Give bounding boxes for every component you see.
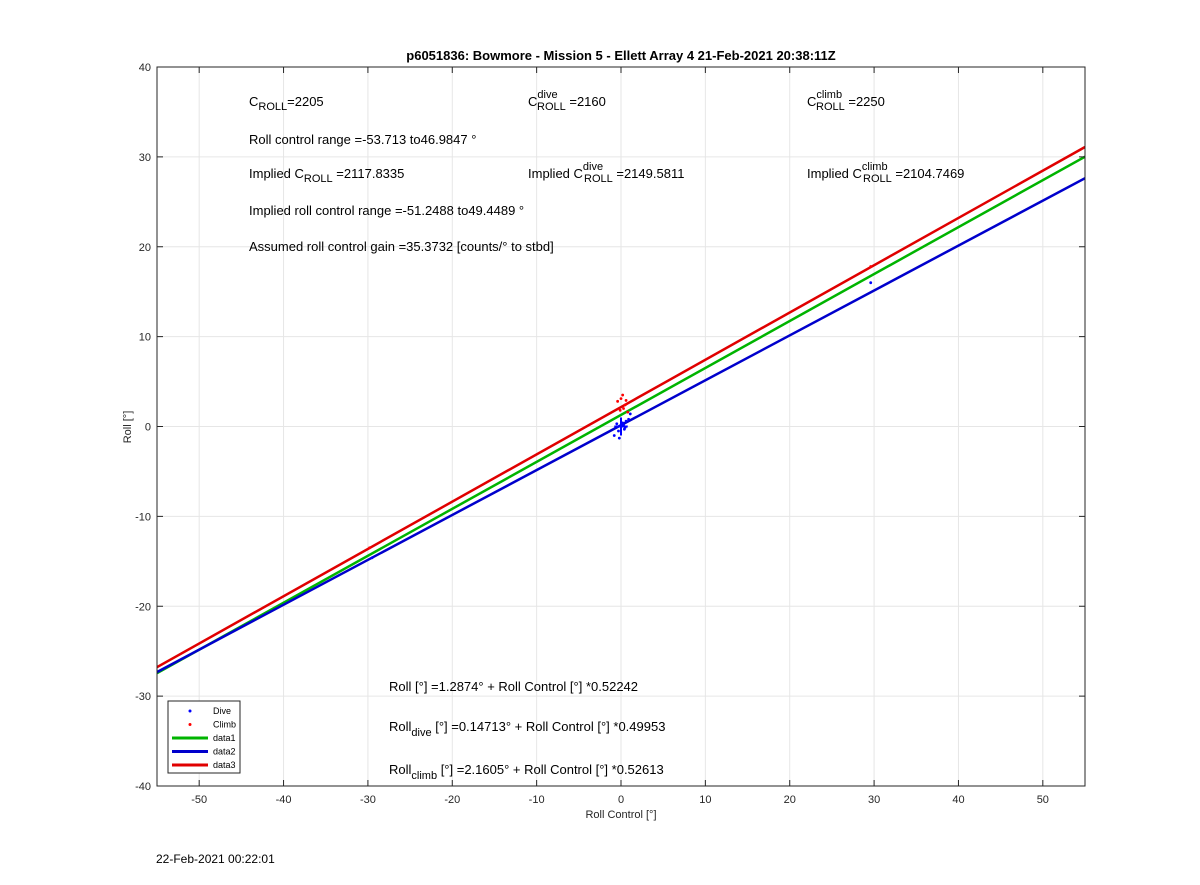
y-axis-label: Roll [°]	[122, 411, 134, 444]
x-tick-label: 0	[618, 794, 624, 806]
data-point-dive	[615, 422, 619, 426]
tick-labels: -50 -40 -30 -20 -10 0 10 20 30 40 50 -40 -30 -20 -10 0 1…	[135, 62, 1085, 806]
y-tick-label: -30	[135, 691, 151, 703]
data-point-climb	[869, 265, 873, 268]
series-line-data1	[157, 155, 1085, 675]
timestamp: 22-Feb-2021 00:22:01	[156, 852, 275, 866]
y-tick-label: 0	[145, 422, 151, 434]
y-tick-label: -20	[135, 601, 151, 613]
annotation-fit-dive: Rolldive [°] =0.14713° + Roll Control [°…	[389, 719, 665, 739]
legend-marker-climb	[188, 723, 192, 726]
chart-title: p6051836: Bowmore - Mission 5 - Ellett A…	[406, 48, 835, 63]
data-point-climb	[624, 399, 628, 402]
x-tick-label: -40	[276, 794, 292, 806]
y-tick-label: 20	[139, 242, 151, 254]
x-tick-label: -50	[191, 794, 207, 806]
legend-marker-dive	[188, 709, 192, 713]
data-point-climb	[619, 397, 623, 401]
legend-label: data3	[213, 760, 236, 770]
annotation-implied-c-roll: Implied CROLL =2117.8335	[249, 166, 404, 185]
y-tick-label: -40	[135, 781, 151, 793]
data-point-dive	[624, 419, 628, 423]
x-tick-label: -10	[529, 794, 545, 806]
legend-label: data1	[213, 733, 236, 743]
data-point-dive	[622, 423, 625, 427]
annotation-c-roll: CROLL=2205	[249, 94, 324, 113]
data-point-climb	[622, 407, 625, 410]
annotation-gain: Assumed roll control gain =35.3732 [coun…	[249, 239, 554, 254]
annotation-roll-control-range: Roll control range =-53.713 to46.9847 °	[249, 132, 476, 147]
data-point-climb	[618, 408, 622, 412]
y-tick-label: -10	[135, 511, 151, 523]
annotation-fit-climb: Rollclimb [°] =2.1605° + Roll Control [°…	[389, 762, 664, 782]
data-point-dive	[370, 556, 374, 560]
legend-label: Climb	[213, 720, 236, 730]
data-point-dive	[869, 281, 873, 285]
data-point-dive	[617, 436, 621, 440]
data-point-climb	[616, 399, 620, 403]
annotation-c-climb: Cclimb ROLL =2250	[807, 89, 885, 113]
data-point-dive	[612, 434, 616, 437]
x-tick-label: 30	[868, 794, 880, 806]
x-tick-label: 10	[699, 794, 711, 806]
y-tick-label: 10	[139, 332, 151, 344]
data-point-climb	[626, 410, 630, 414]
annotation-fit-all: Roll [°] =1.2874° + Roll Control [°] *0.…	[389, 679, 638, 694]
data-point-dive	[627, 417, 630, 421]
x-tick-label: 20	[784, 794, 796, 806]
annotation-implied-range: Implied roll control range =-51.2488 to4…	[249, 203, 524, 218]
legend-label: Dive	[213, 706, 231, 716]
y-tick-label: 30	[139, 152, 151, 164]
x-tick-label: -30	[360, 794, 376, 806]
data-point-climb	[623, 403, 627, 407]
x-tick-label: -20	[444, 794, 460, 806]
series-line-data3	[157, 145, 1085, 669]
annotation-implied-c-climb: Implied Cclimb ROLL =2104.7469	[807, 161, 964, 185]
x-axis-label: Roll Control [°]	[585, 809, 656, 821]
plot-area	[157, 145, 1085, 675]
y-tick-label: 40	[139, 62, 151, 74]
data-point-dive	[628, 412, 632, 416]
legend: Dive Climb data1 data2 data3	[167, 700, 241, 774]
x-tick-label: 50	[1037, 794, 1049, 806]
annotation-implied-c-dive: Implied Cdive ROLL =2149.5811	[528, 161, 684, 185]
x-tick-label: 40	[952, 794, 964, 806]
legend-label: data2	[213, 747, 236, 757]
data-point-climb	[621, 393, 625, 397]
data-point-climb	[368, 546, 371, 550]
data-point-dive	[617, 429, 620, 433]
axes-frame	[156, 66, 1086, 787]
annotation-c-dive: Cdive ROLL =2160	[528, 89, 606, 113]
